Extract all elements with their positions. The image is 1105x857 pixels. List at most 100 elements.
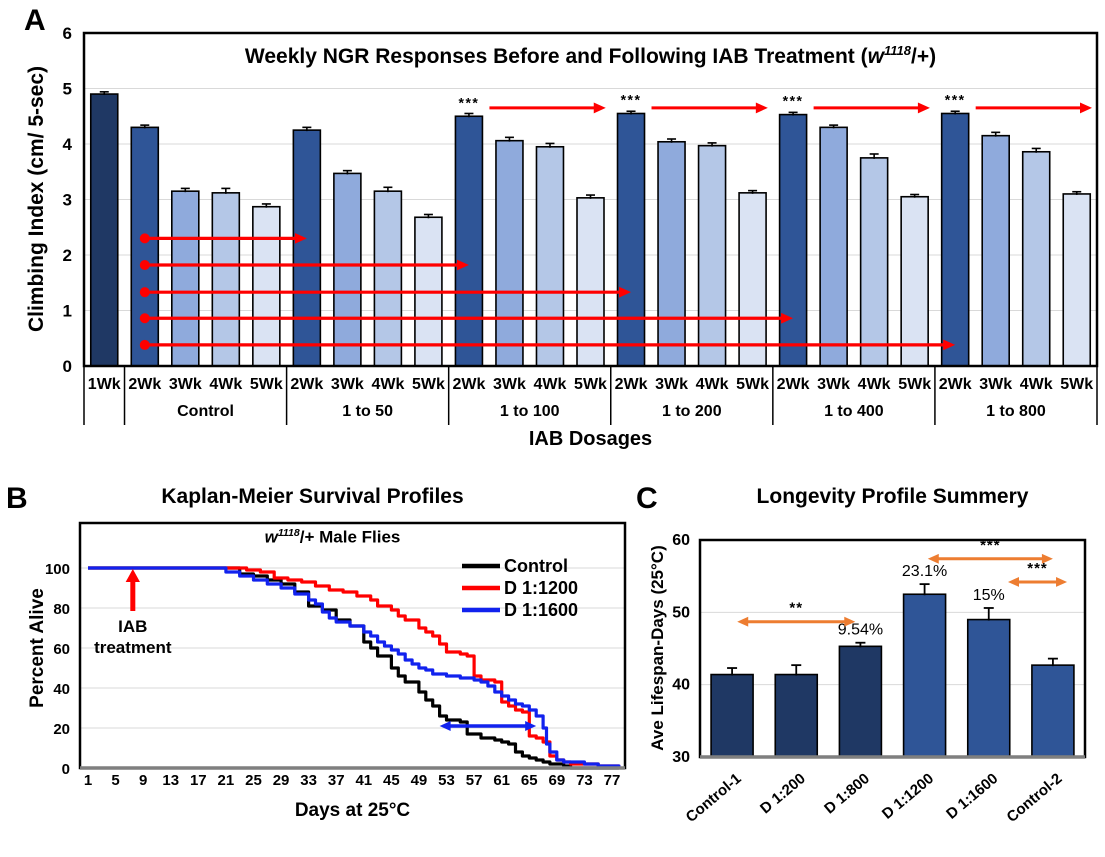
arrowhead	[456, 259, 469, 271]
bar	[576, 197, 605, 367]
svg-text:3Wk: 3Wk	[493, 376, 526, 393]
svg-text:4Wk: 4Wk	[858, 376, 891, 393]
arrowhead	[525, 721, 537, 731]
svg-text:***: ***	[459, 94, 480, 110]
svg-text:D 1:800: D 1:800	[821, 770, 873, 817]
svg-text:30: 30	[672, 749, 690, 766]
bar	[535, 145, 565, 367]
svg-text:20: 20	[53, 721, 70, 738]
panel-b-title: Kaplan-Meier Survival Profiles	[161, 485, 464, 508]
svg-text:4Wk: 4Wk	[209, 376, 242, 393]
panel-c-chart: 30 40 50 60 9.54% 23.1% 15% Control-1 D 1:200 D 1…	[672, 532, 1087, 826]
svg-text:3Wk: 3Wk	[655, 376, 688, 393]
arrowhead	[439, 721, 451, 731]
svg-text:21: 21	[218, 772, 235, 789]
svg-text:D 1:1200: D 1:1200	[879, 770, 937, 823]
arrowhead	[294, 232, 307, 244]
panel-c-label: C	[636, 482, 658, 515]
week-labels: 1Wk 2Wk 3Wk 4Wk 5Wk 2Wk 3Wk 4Wk 5Wk 2Wk 3Wk 4Wk 5Wk 2…	[88, 376, 1093, 393]
bar	[819, 126, 848, 367]
panel-b-subtitle-post: /+ Male Flies	[299, 527, 401, 547]
svg-text:***: ***	[945, 91, 966, 107]
svg-text:41: 41	[355, 772, 372, 789]
svg-text:D 1:1600: D 1:1600	[504, 600, 578, 620]
bar	[1031, 664, 1075, 758]
svg-text:***: ***	[980, 537, 1001, 554]
bar	[778, 113, 808, 367]
y-tick-labels: 0 20 40 60 80 100	[45, 561, 70, 778]
treatment-annotation: IAB treatment	[94, 569, 172, 657]
bar	[838, 645, 883, 758]
svg-text:D 1:1200: D 1:1200	[504, 578, 578, 598]
error-bars	[727, 583, 1058, 676]
svg-text:2Wk: 2Wk	[939, 376, 972, 393]
gridlines	[700, 611, 1085, 686]
span-arrow	[439, 721, 537, 731]
panel-a-title-gene: w	[867, 45, 884, 68]
bar	[1021, 150, 1051, 367]
svg-text:9.54%: 9.54%	[838, 622, 883, 639]
arrowhead	[755, 102, 768, 114]
svg-text:5: 5	[63, 80, 72, 99]
bar	[697, 144, 727, 367]
svg-text:0: 0	[62, 761, 70, 778]
svg-text:13: 13	[162, 772, 179, 789]
panel-b-subtitle-sup: 1118	[277, 527, 300, 539]
svg-text:1 to 200: 1 to 200	[662, 403, 722, 420]
svg-text:3Wk: 3Wk	[169, 376, 202, 393]
svg-text:57: 57	[466, 772, 483, 789]
svg-text:69: 69	[548, 772, 565, 789]
svg-text:***: ***	[783, 93, 804, 109]
arrowhead	[927, 553, 939, 564]
survival-curve-Control	[88, 566, 619, 770]
svg-text:73: 73	[576, 772, 593, 789]
percent-labels: 9.54% 23.1% 15%	[838, 563, 1005, 639]
svg-text:6: 6	[63, 24, 72, 43]
panel-b-subtitle-gene: w	[264, 527, 278, 547]
svg-text:***: ***	[1027, 560, 1048, 577]
arrowhead	[619, 286, 632, 298]
panel-a-x-axis-title: IAB Dosages	[528, 428, 653, 450]
panel-c-title: Longevity Profile Summery	[756, 485, 1029, 508]
svg-text:2: 2	[63, 246, 72, 265]
arrowhead	[844, 616, 856, 627]
bar	[1062, 193, 1092, 367]
comparison-arrows	[139, 232, 956, 351]
svg-text:49: 49	[411, 772, 428, 789]
svg-text:15%: 15%	[973, 587, 1005, 604]
svg-text:100: 100	[45, 561, 70, 578]
arrowhead	[737, 616, 749, 627]
svg-text:4: 4	[63, 135, 73, 154]
bar	[859, 157, 889, 367]
category-labels: Control-1 D 1:200 D 1:800 D 1:1200 D 1:1600 C…	[683, 770, 1066, 826]
svg-text:1: 1	[63, 302, 72, 321]
svg-text:25: 25	[245, 772, 262, 789]
svg-text:3Wk: 3Wk	[979, 376, 1012, 393]
sig-stars: *** *** *** ***	[459, 91, 966, 110]
svg-text:2Wk: 2Wk	[452, 376, 485, 393]
arrowhead	[125, 569, 140, 582]
svg-text:53: 53	[438, 772, 455, 789]
svg-text:77: 77	[604, 772, 621, 789]
bar	[130, 126, 160, 367]
svg-text:3Wk: 3Wk	[817, 376, 850, 393]
panel-b-y-axis-title: Percent Alive	[27, 588, 48, 708]
svg-text:61: 61	[493, 772, 510, 789]
bars	[89, 93, 1092, 367]
arrowhead	[1080, 102, 1092, 114]
svg-text:4Wk: 4Wk	[534, 376, 567, 393]
svg-text:9: 9	[139, 772, 147, 789]
arrowhead	[781, 312, 794, 324]
svg-text:D 1:1600: D 1:1600	[943, 770, 1001, 823]
svg-text:***: ***	[621, 91, 642, 107]
bar	[373, 190, 403, 367]
bars	[710, 593, 1075, 758]
bar	[940, 112, 970, 367]
svg-text:5Wk: 5Wk	[1060, 376, 1093, 393]
svg-text:Control: Control	[504, 556, 568, 576]
bar	[738, 192, 767, 367]
survival-curve-D 1:1200	[88, 566, 621, 768]
x-tick-labels: 1 5 9 13 17 21 25 29 33 37 41 45 49 53 57 61 65 69 73 77	[84, 772, 621, 789]
svg-text:1: 1	[84, 772, 92, 789]
